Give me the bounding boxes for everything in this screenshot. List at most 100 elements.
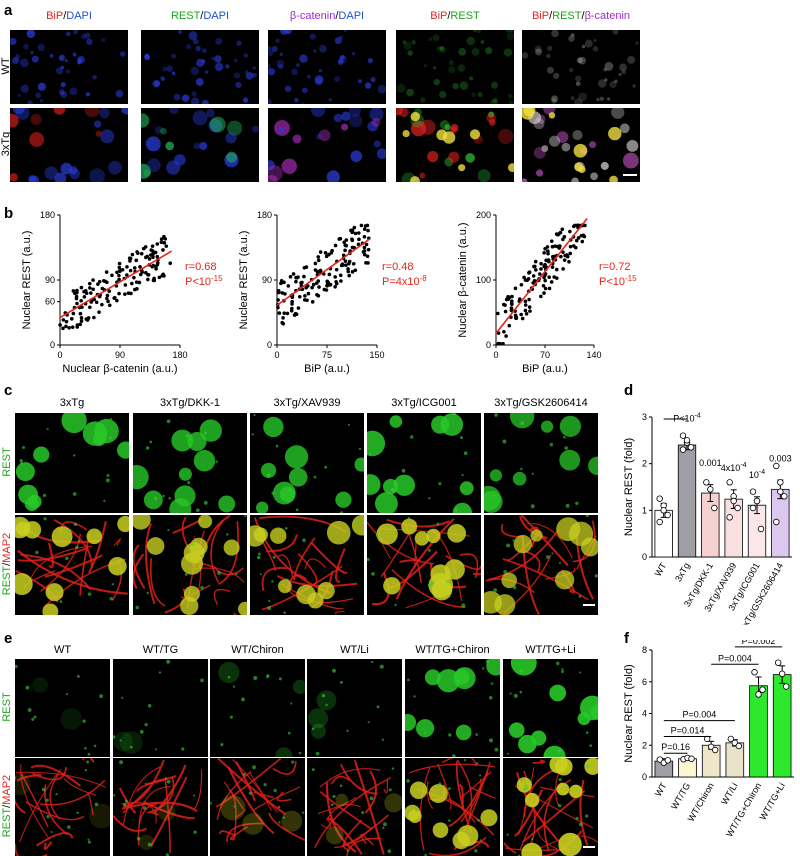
- scatter-point: [314, 281, 319, 285]
- cell-blob: [145, 446, 150, 450]
- cell-blob: [339, 784, 343, 787]
- cell-blob: [180, 596, 199, 615]
- scatter-point: [327, 272, 332, 277]
- cell-blob: [121, 108, 128, 115]
- scatter-point: [506, 297, 511, 301]
- cell-blob: [452, 82, 459, 90]
- scatter-point: [277, 290, 281, 295]
- neurite-fiber: [317, 796, 357, 815]
- cell-blob: [627, 55, 636, 64]
- cell-blob: [574, 98, 583, 104]
- panel-micrograph: [367, 413, 481, 513]
- cell-blob: [43, 517, 47, 521]
- x-tick-label: 0: [274, 350, 279, 360]
- neurite-fiber: [514, 789, 544, 837]
- cell-blob: [99, 694, 104, 699]
- scatter-point: [344, 243, 349, 248]
- cell-blob: [119, 739, 122, 742]
- cell-blob: [310, 108, 326, 117]
- scatter-point: [523, 303, 528, 307]
- cell-blob: [27, 494, 42, 509]
- cell-blob: [100, 129, 115, 144]
- scatter-point: [503, 309, 508, 314]
- panel-a-micrograph: [141, 30, 259, 104]
- cell-blob: [519, 690, 523, 694]
- scatter-point: [162, 241, 167, 245]
- neurite-fiber: [25, 801, 85, 821]
- scatter-point: [504, 334, 508, 338]
- scatter-point: [79, 285, 84, 290]
- cell-blob: [484, 590, 503, 614]
- neurite-fiber: [15, 844, 48, 856]
- scatter-point: [538, 272, 542, 276]
- data-point: [687, 444, 695, 451]
- scatter-point: [134, 280, 139, 284]
- neurite-fiber: [319, 768, 381, 788]
- scatter-point: [168, 261, 173, 265]
- cell-blob: [428, 37, 433, 42]
- cell-blob: [589, 141, 597, 149]
- neurite-fiber: [261, 567, 287, 591]
- cell-blob: [549, 684, 567, 702]
- scatter-point: [346, 267, 350, 271]
- scatter-point: [550, 244, 555, 249]
- cell-blob: [555, 661, 560, 666]
- scatter-point: [322, 287, 327, 292]
- cell-blob: [575, 81, 581, 86]
- neurite-fiber: [194, 769, 203, 810]
- cell-blob: [424, 731, 427, 734]
- scatter-point: [107, 289, 112, 293]
- cell-blob: [109, 436, 112, 440]
- cell-blob: [549, 442, 554, 447]
- cell-blob: [584, 758, 598, 775]
- scatter-point: [539, 261, 543, 266]
- cell-blob: [570, 96, 575, 101]
- cell-blob: [252, 125, 259, 133]
- neurite-fiber: [150, 776, 188, 847]
- cell-blob: [578, 56, 587, 65]
- panel-a-micrograph-texture: [522, 30, 639, 104]
- cell-blob: [545, 555, 550, 559]
- cell-blob: [328, 98, 333, 102]
- scatter-point: [75, 288, 79, 293]
- cell-blob: [268, 99, 272, 104]
- scale-bar: [623, 174, 637, 176]
- cell-blob: [325, 826, 344, 845]
- cell-blob: [603, 67, 607, 72]
- cell-blob: [187, 481, 191, 485]
- neurite-fiber: [150, 810, 159, 816]
- scatter-point: [542, 251, 546, 255]
- cell-blob: [600, 161, 609, 170]
- data-point: [679, 446, 687, 453]
- neurite-fiber: [334, 826, 373, 849]
- cell-blob: [193, 142, 201, 150]
- scatter-point: [545, 245, 550, 249]
- cell-blob: [509, 692, 512, 695]
- cell-blob: [171, 71, 176, 76]
- scatter-point: [97, 310, 101, 314]
- panel-micrograph: [405, 758, 500, 856]
- scatter-point: [291, 272, 296, 276]
- scatter-point: [105, 280, 109, 285]
- cell-blob: [301, 102, 305, 104]
- fit-line: [495, 217, 588, 334]
- neurite-fiber: [172, 518, 203, 534]
- scatter-point: [296, 275, 300, 279]
- panel-micrograph: [210, 659, 305, 757]
- cell-blob: [513, 693, 518, 698]
- cell-blob: [398, 108, 409, 118]
- cell-blob: [354, 457, 364, 472]
- cell-blob: [87, 592, 92, 596]
- panel-micrograph: [113, 659, 208, 757]
- cell-blob: [410, 435, 414, 439]
- cell-blob: [461, 603, 466, 608]
- cell-blob: [69, 166, 78, 175]
- cell-blob: [614, 79, 618, 84]
- significance-label: P=0.004: [718, 653, 752, 663]
- cell-blob: [553, 72, 560, 79]
- cell-blob: [315, 751, 320, 756]
- cell-blob: [218, 661, 240, 684]
- cell-blob: [142, 806, 147, 810]
- cell-blob: [32, 677, 49, 694]
- panel-column-label: WT: [53, 644, 72, 656]
